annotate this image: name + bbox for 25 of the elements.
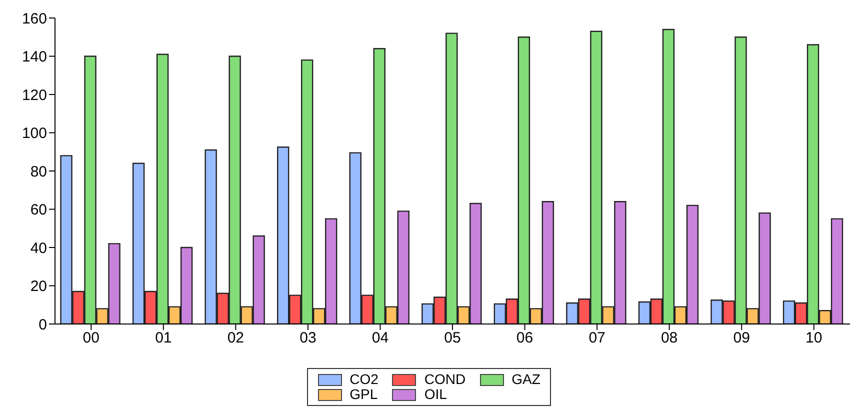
x-tick-label: 08 [660, 330, 678, 347]
legend-label: COND [424, 371, 466, 387]
x-tick-label: 04 [372, 330, 389, 347]
y-tick-label: 160 [22, 10, 47, 28]
x-tick-label: 02 [227, 330, 244, 347]
x-tick-label: 09 [733, 330, 750, 347]
y-tick-label: 60 [30, 202, 47, 219]
legend-label: GAZ [512, 371, 540, 387]
y-tick-label: 100 [22, 125, 47, 142]
x-tick-label: 00 [82, 330, 100, 347]
x-tick-label: 07 [588, 330, 606, 347]
y-tick-label: 0 [38, 316, 47, 334]
y-tick-label: 140 [22, 48, 47, 66]
legend-label: GPL [350, 386, 378, 402]
y-tick-label: 120 [22, 86, 47, 104]
y-tick-label: 80 [30, 163, 47, 180]
x-tick-label: 10 [806, 330, 822, 347]
x-tick-label: 05 [444, 330, 461, 347]
x-tick-label: 01 [155, 330, 172, 347]
x-tick-label: 06 [516, 330, 534, 347]
legend-label: OIL [424, 386, 447, 402]
legend-label: CO2 [350, 371, 378, 387]
x-tick-label: 03 [300, 330, 316, 347]
y-tick-label: 40 [30, 240, 47, 257]
y-tick-label: 20 [30, 278, 47, 296]
